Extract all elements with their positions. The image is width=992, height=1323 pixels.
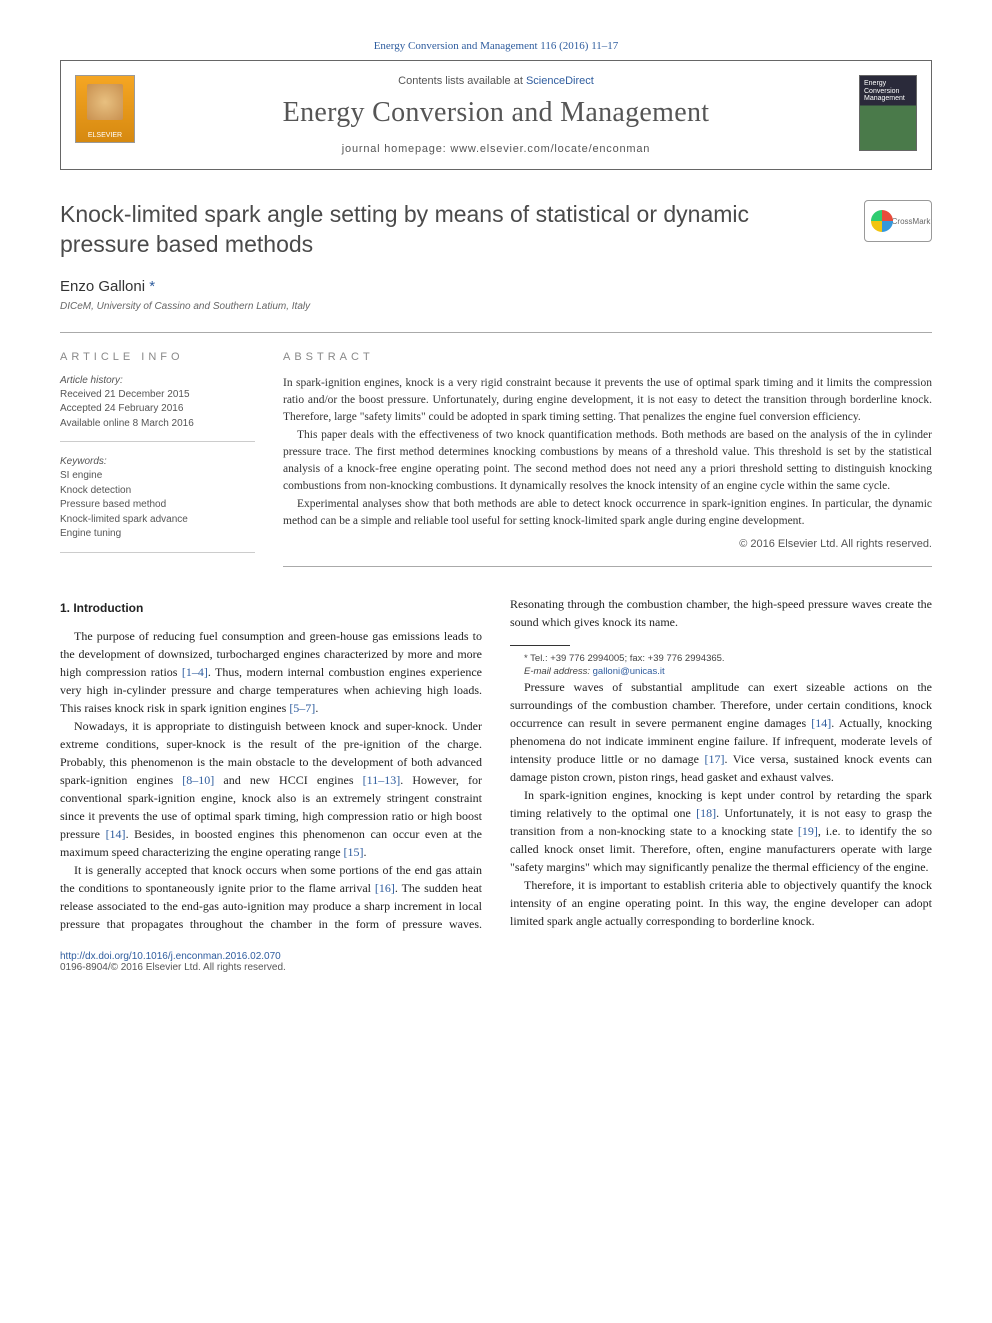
issn-copyright: 0196-8904/© 2016 Elsevier Ltd. All right…: [60, 962, 286, 973]
citation-ref[interactable]: [1–4]: [182, 665, 208, 679]
body-paragraph: Therefore, it is important to establish …: [510, 876, 932, 930]
citation-ref[interactable]: [19]: [798, 824, 818, 838]
citation-ref[interactable]: [14]: [811, 716, 831, 730]
accepted-date: Accepted 24 February 2016: [60, 402, 255, 417]
article-title: Knock-limited spark angle setting by mea…: [60, 200, 864, 260]
section-heading: 1. Introduction: [60, 599, 482, 617]
abstract-paragraph: This paper deals with the effectiveness …: [283, 427, 932, 496]
abstract-heading: ABSTRACT: [283, 351, 932, 363]
citation-ref[interactable]: [5–7]: [289, 701, 315, 715]
doi-link[interactable]: http://dx.doi.org/10.1016/j.enconman.201…: [60, 951, 281, 962]
citation-header: Energy Conversion and Management 116 (20…: [60, 40, 932, 52]
contents-list-line: Contents lists available at ScienceDirec…: [81, 75, 911, 87]
journal-header-box: ELSEVIER Energy Conversion Management Co…: [60, 60, 932, 170]
keyword: Knock detection: [60, 484, 255, 499]
keyword: Pressure based method: [60, 498, 255, 513]
body-paragraph: Nowadays, it is appropriate to distingui…: [60, 717, 482, 861]
sciencedirect-link[interactable]: ScienceDirect: [526, 75, 594, 87]
author-affiliation: DICeM, University of Cassino and Souther…: [60, 301, 932, 312]
abstract-column: ABSTRACT In spark-ignition engines, knoc…: [283, 351, 932, 567]
abstract-copyright: © 2016 Elsevier Ltd. All rights reserved…: [283, 538, 932, 550]
article-body: 1. Introduction The purpose of reducing …: [60, 595, 932, 933]
abstract-paragraph: Experimental analyses show that both met…: [283, 496, 932, 531]
body-paragraph: Pressure waves of substantial amplitude …: [510, 678, 932, 786]
page-footer: http://dx.doi.org/10.1016/j.enconman.201…: [60, 951, 932, 973]
email-footnote: E-mail address: galloni@unicas.it: [510, 665, 932, 678]
citation-ref[interactable]: [14]: [106, 827, 126, 841]
keyword: Knock-limited spark advance: [60, 513, 255, 528]
body-paragraph: In spark-ignition engines, knocking is k…: [510, 786, 932, 876]
article-info-column: ARTICLE INFO Article history: Received 2…: [60, 351, 255, 567]
citation-ref[interactable]: [18]: [696, 806, 716, 820]
citation-ref[interactable]: [8–10]: [182, 773, 214, 787]
keyword: SI engine: [60, 469, 255, 484]
received-date: Received 21 December 2015: [60, 388, 255, 403]
journal-cover-thumbnail: Energy Conversion Management: [859, 75, 917, 151]
citation-ref[interactable]: [17]: [704, 752, 724, 766]
corresponding-author-mark[interactable]: *: [149, 278, 155, 295]
keywords-label: Keywords:: [60, 456, 255, 467]
citation-ref[interactable]: [16]: [375, 881, 395, 895]
author-email-link[interactable]: galloni@unicas.it: [593, 666, 665, 677]
journal-homepage: journal homepage: www.elsevier.com/locat…: [81, 143, 911, 155]
citation-ref[interactable]: [11–13]: [363, 773, 401, 787]
corresponding-footnote: * Tel.: +39 776 2994005; fax: +39 776 29…: [510, 652, 932, 665]
history-label: Article history:: [60, 375, 255, 386]
elsevier-logo: ELSEVIER: [75, 75, 135, 143]
keyword: Engine tuning: [60, 527, 255, 542]
body-paragraph: The purpose of reducing fuel consumption…: [60, 627, 482, 717]
citation-ref[interactable]: [15]: [344, 845, 364, 859]
journal-name: Energy Conversion and Management: [81, 97, 911, 129]
crossmark-badge[interactable]: CrossMark: [864, 200, 932, 242]
abstract-paragraph: In spark-ignition engines, knock is a ve…: [283, 375, 932, 427]
footnote-separator: [510, 645, 570, 646]
article-info-heading: ARTICLE INFO: [60, 351, 255, 363]
online-date: Available online 8 March 2016: [60, 417, 255, 432]
author-name: Enzo Galloni *: [60, 278, 932, 295]
